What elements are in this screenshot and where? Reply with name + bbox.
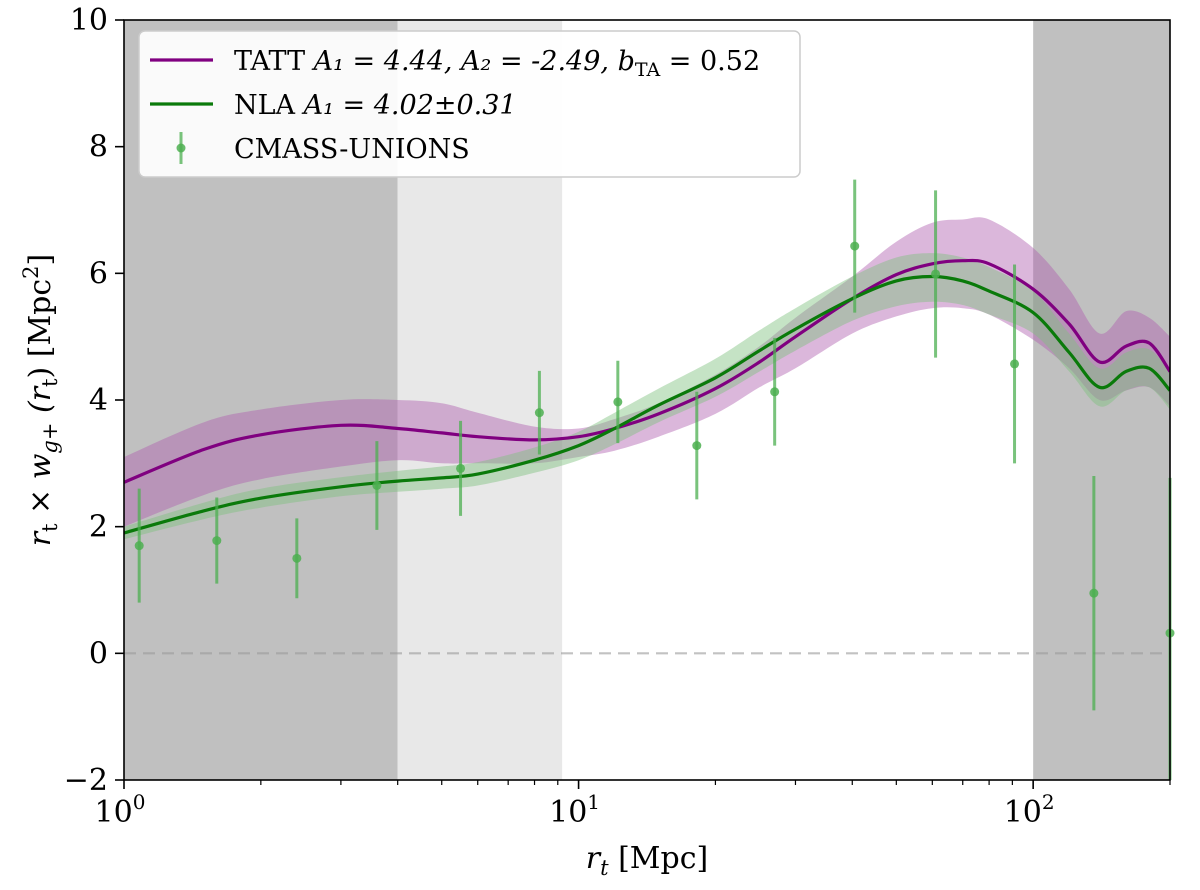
- model-curves: [124, 258, 1170, 535]
- y-tick-label: 6: [89, 256, 108, 291]
- data-point-0: [134, 541, 144, 551]
- legend-label-tatt: TATT A₁ = 4.44, A₂ = -2.49, bTA = 0.52: [234, 46, 760, 81]
- data-point-8: [770, 387, 780, 397]
- data-point-9: [850, 241, 860, 251]
- legend-label-data: CMASS-UNIONS: [234, 134, 470, 165]
- plot-frame: [123, 19, 1171, 781]
- data-point-1: [212, 536, 222, 546]
- data-point-2: [292, 553, 302, 563]
- band-tatt: [124, 217, 1170, 527]
- data-point-7: [692, 441, 702, 451]
- y-axis-ticks: −2 0 2 4 6 8 10: [64, 3, 124, 798]
- y-axis-label: rt × wg+ (rt) [Mpc2]: [19, 254, 62, 547]
- x-axis-label: rt [Mpc]: [586, 841, 708, 880]
- confidence-bands: [124, 217, 1170, 540]
- legend: TATT A₁ = 4.44, A₂ = -2.49, bTA = 0.52 N…: [138, 30, 801, 178]
- curve-nla: [124, 274, 1170, 535]
- band-nla: [124, 253, 1170, 540]
- data-point-12: [1089, 588, 1099, 598]
- data-point-6: [613, 397, 623, 407]
- curve-tatt: [124, 258, 1170, 484]
- y-tick-label: 8: [89, 130, 108, 165]
- legend-swatch-data-marker: [176, 143, 186, 153]
- x-axis-ticks: 100 101 102: [95, 780, 1171, 830]
- y-tick-label: 0: [89, 636, 108, 671]
- data-point-4: [456, 463, 466, 473]
- x-tick-label: 102: [1004, 790, 1055, 830]
- x-tick-label: 100: [95, 790, 146, 830]
- data-point-10: [931, 269, 941, 279]
- data-point-3: [372, 481, 382, 490]
- y-tick-label: 4: [89, 383, 108, 418]
- y-tick-label: 2: [89, 510, 108, 545]
- legend-box: [138, 30, 801, 178]
- legend-label-nla: NLA A₁ = 4.02±0.31: [234, 90, 517, 121]
- y-tick-label: 10: [70, 3, 108, 38]
- y-tick-label: −2: [64, 763, 108, 798]
- data-point-5: [534, 408, 544, 418]
- x-tick-label: 101: [549, 790, 600, 830]
- data-point-11: [1010, 359, 1020, 369]
